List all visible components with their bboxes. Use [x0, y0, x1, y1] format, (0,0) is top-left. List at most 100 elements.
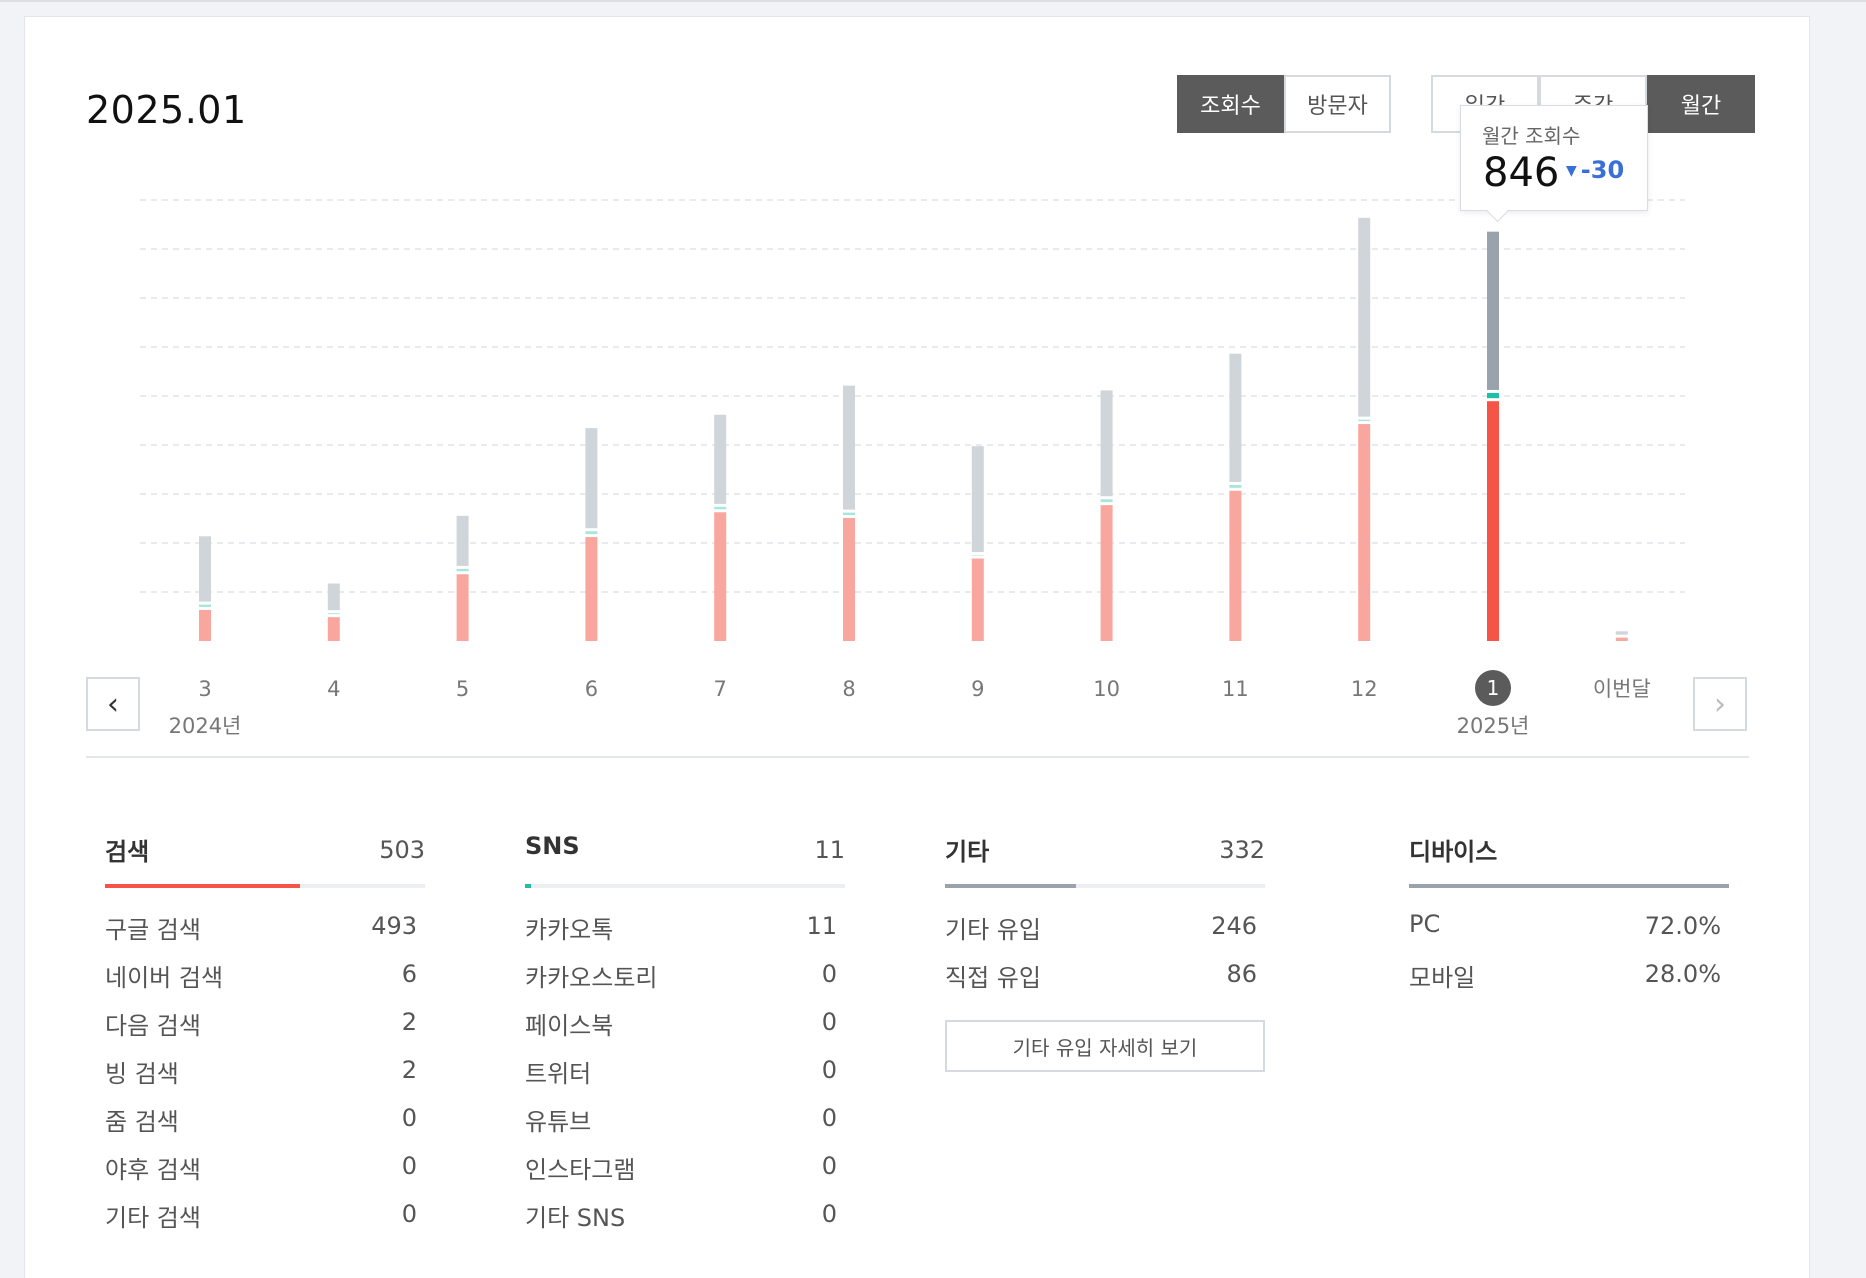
- x-tick-label: 9: [971, 677, 984, 701]
- list-item: 모바일 28.0%: [1409, 958, 1729, 1006]
- tooltip-delta: ▼ -30: [1566, 156, 1624, 184]
- bar-segment: [1615, 631, 1628, 635]
- selected-month-marker: [1475, 670, 1511, 706]
- list-item: 직접 유입 86: [945, 958, 1265, 1006]
- item-name: PC: [1409, 910, 1441, 938]
- section-share-fill: [105, 884, 301, 888]
- section-share-bar: [105, 884, 425, 888]
- list-item: 빙 검색 2: [105, 1054, 425, 1102]
- section-header: SNS 11: [525, 832, 845, 866]
- item-value: 0: [821, 1056, 837, 1084]
- item-value: 86: [1226, 960, 1257, 988]
- list-item: 인스타그램 0: [525, 1150, 845, 1198]
- stats-card: [24, 16, 1810, 1278]
- bar-segment: [199, 610, 211, 641]
- section-header: 기타 332: [945, 832, 1265, 866]
- list-item: PC 72.0%: [1409, 910, 1729, 958]
- monthly-toggle-button[interactable]: 월간: [1647, 75, 1755, 133]
- next-period-button[interactable]: ›: [1693, 677, 1747, 731]
- item-value: 0: [821, 1008, 837, 1036]
- x-tick-label: 3: [198, 677, 211, 701]
- item-value: 6: [401, 960, 417, 988]
- list-item: 카카오톡 11: [525, 910, 845, 958]
- bar-segment: [199, 536, 211, 602]
- tooltip-delta-value: -30: [1580, 156, 1625, 184]
- section-0: 검색 503 구글 검색 493 네이버 검색 6 다음 검색 2 빙 검색 2 줌 검색 0 야후 검…: [105, 832, 425, 1246]
- list-item: 페이스북 0: [525, 1006, 845, 1054]
- list-item: 다음 검색 2: [105, 1006, 425, 1054]
- item-value: 0: [821, 1152, 837, 1180]
- list-item: 카카오스토리 0: [525, 958, 845, 1006]
- visitors-toggle-button[interactable]: 방문자: [1284, 75, 1391, 133]
- item-name: 카카오톡: [525, 916, 614, 944]
- item-name: 페이스북: [525, 1012, 614, 1040]
- item-value: 28.0%: [1644, 960, 1721, 988]
- monthly-views-chart: 3 4 5 6 7 8 9 10 11 12 1 이번달 2024년 2025년: [140, 199, 1685, 738]
- item-value: 0: [401, 1152, 417, 1180]
- bar-segment: [1229, 490, 1242, 641]
- item-name: 모바일: [1409, 964, 1476, 992]
- section-3: 디바이스 PC 72.0% 모바일 28.0%: [1409, 832, 1729, 1006]
- x-tick-label: 7: [714, 677, 727, 701]
- item-value: 11: [806, 912, 837, 940]
- section-name: 검색: [105, 838, 150, 866]
- section-share-bar: [945, 884, 1265, 888]
- year-label: 2024년: [169, 714, 242, 738]
- bar-segment: [1100, 390, 1113, 497]
- item-value: 493: [371, 912, 417, 940]
- bar-segment: [971, 558, 984, 641]
- bar-segment: [327, 613, 340, 615]
- bar-segment: [456, 568, 469, 572]
- item-name: 기타 SNS: [525, 1204, 626, 1232]
- bar-segment: [327, 617, 340, 641]
- chevron-right-icon: ›: [1714, 686, 1726, 722]
- section-share-fill: [525, 884, 532, 888]
- item-name: 줌 검색: [105, 1108, 179, 1136]
- section-name: SNS: [525, 832, 580, 860]
- section-share-fill: [945, 884, 1077, 888]
- bar-segment: [714, 512, 727, 641]
- x-tick-label: 1: [1487, 676, 1500, 700]
- triangle-down-icon: ▼: [1566, 163, 1577, 179]
- item-name: 다음 검색: [105, 1012, 201, 1040]
- bar-segment: [199, 604, 211, 608]
- item-name: 빙 검색: [105, 1060, 179, 1088]
- item-name: 트위터: [525, 1060, 592, 1088]
- bar-segment: [843, 517, 855, 641]
- bar-segment: [843, 512, 855, 515]
- prev-period-button[interactable]: ‹: [86, 677, 140, 731]
- section-total: 332: [1219, 836, 1265, 864]
- section-header: 디바이스: [1409, 832, 1729, 866]
- bar-segment: [1358, 217, 1371, 417]
- list-item: 네이버 검색 6: [105, 958, 425, 1006]
- list-item: 기타 검색 0: [105, 1198, 425, 1246]
- metric-toggle: 조회수 방문자: [1177, 75, 1391, 133]
- item-name: 인스타그램: [525, 1156, 636, 1184]
- item-value: 2: [401, 1008, 417, 1036]
- list-item: 구글 검색 493: [105, 910, 425, 958]
- bar-segment: [327, 583, 340, 611]
- section-share-bar: [525, 884, 845, 888]
- section-1: SNS 11 카카오톡 11 카카오스토리 0 페이스북 0 트위터 0 유튜브 0 인스타그램 0 기타 …: [525, 832, 845, 1246]
- bar-segment: [714, 414, 727, 504]
- bar-segment: [1229, 353, 1242, 482]
- x-tick-label: 6: [585, 677, 598, 701]
- bar-segment: [843, 385, 855, 510]
- list-item: 야후 검색 0: [105, 1150, 425, 1198]
- top-border: [0, 0, 1866, 2]
- x-tick-label: 12: [1351, 677, 1378, 701]
- bar-segment: [1100, 499, 1113, 503]
- section-2: 기타 332 기타 유입 246 직접 유입 86 기타 유입 자세히 보기: [945, 832, 1265, 1072]
- item-value: 246: [1211, 912, 1257, 940]
- item-value: 2: [401, 1056, 417, 1084]
- section-header: 검색 503: [105, 832, 425, 866]
- list-item: 기타 SNS 0: [525, 1198, 845, 1246]
- bar-segment: [1487, 401, 1499, 641]
- bar-segment: [714, 506, 727, 510]
- section-name: 기타: [945, 838, 990, 866]
- item-value: 0: [401, 1200, 417, 1228]
- views-toggle-button[interactable]: 조회수: [1177, 75, 1284, 133]
- more-details-button[interactable]: 기타 유입 자세히 보기: [945, 1020, 1265, 1072]
- item-name: 직접 유입: [945, 964, 1041, 992]
- bar-segment: [1487, 231, 1499, 390]
